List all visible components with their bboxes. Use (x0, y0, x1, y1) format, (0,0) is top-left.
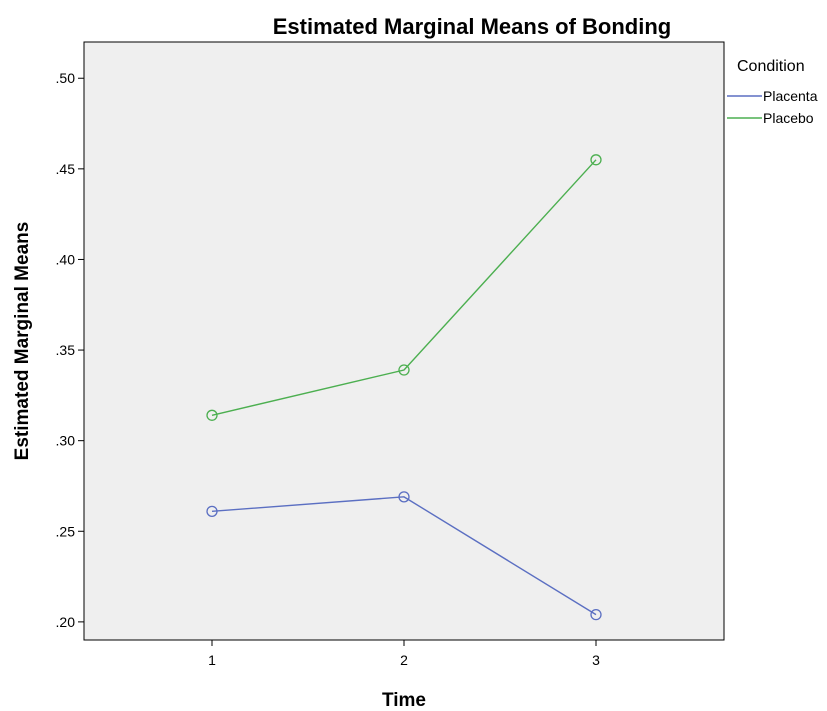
plot-area (83, 41, 725, 641)
data-point-placenta (206, 505, 218, 517)
legend-title: Condition (737, 58, 805, 75)
data-point-placenta (398, 491, 410, 503)
x-axis: 1 2 3 (208, 640, 600, 668)
y-tick-label: .45 (56, 161, 76, 177)
y-tick-label: .35 (56, 342, 76, 358)
legend-label-placenta: Placenta (763, 88, 818, 104)
x-tick-label: 3 (592, 652, 600, 668)
data-point-placebo (398, 364, 410, 376)
data-point-placebo (590, 154, 602, 166)
y-tick-label: .20 (56, 614, 76, 630)
y-axis-label: Estimated Marginal Means (12, 222, 33, 461)
series-layer (206, 154, 602, 621)
series-line-placebo (211, 159, 597, 416)
legend-label-placebo: Placebo (763, 110, 814, 126)
x-tick-label: 1 (208, 652, 216, 668)
data-point-placenta (590, 608, 602, 621)
legend: Condition Placenta Placebo (727, 58, 818, 126)
chart-title: Estimated Marginal Means of Bonding (273, 14, 671, 39)
x-tick-label: 2 (400, 652, 408, 668)
data-point-placebo (206, 409, 218, 421)
y-axis: .20 .25 .30 .35 .40 .45 .50 (56, 70, 84, 630)
y-tick-label: .30 (56, 433, 76, 449)
x-axis-label: Time (382, 690, 426, 711)
y-tick-label: .25 (56, 523, 76, 539)
series-line-placenta (211, 496, 597, 616)
y-tick-label: .50 (56, 70, 76, 86)
y-tick-label: .40 (56, 251, 76, 267)
